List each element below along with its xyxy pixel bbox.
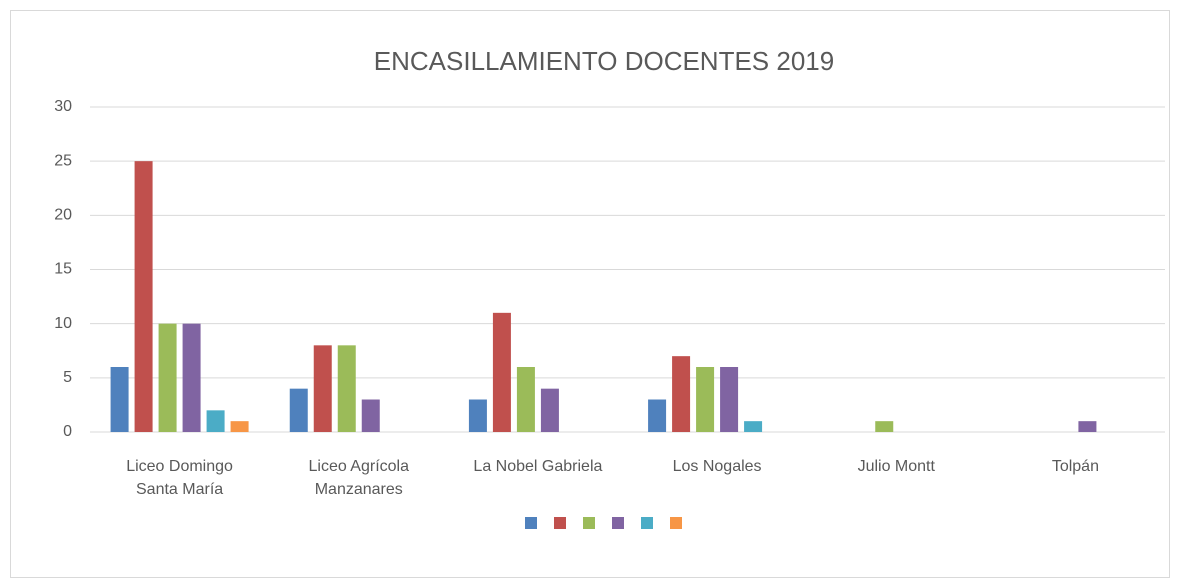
bar: [648, 399, 667, 432]
legend-swatch: [612, 517, 624, 529]
x-tick-label: Los Nogales: [672, 458, 762, 475]
bar: [1078, 421, 1097, 432]
y-tick-label: 10: [54, 315, 72, 332]
chart-title: ENCASILLAMIENTO DOCENTES 2019: [374, 46, 834, 76]
bar: [313, 345, 332, 432]
bar: [361, 399, 380, 432]
bar: [875, 421, 894, 432]
bar: [289, 388, 308, 432]
bar: [230, 421, 249, 432]
bar: [540, 388, 559, 432]
legend-swatch: [670, 517, 682, 529]
bar: [337, 345, 356, 432]
legend-swatch: [641, 517, 653, 529]
bar: [134, 161, 153, 432]
y-tick-label: 25: [54, 152, 72, 169]
legend-swatch: [525, 517, 537, 529]
y-tick-label: 30: [54, 98, 72, 115]
bar: [110, 367, 129, 432]
x-tick-label: Liceo Agrícola Manzanares: [308, 458, 409, 498]
bar: [206, 410, 225, 432]
bar: [516, 367, 535, 432]
y-tick-label: 5: [63, 369, 72, 386]
bar: [744, 421, 763, 432]
chart-border: [10, 10, 1170, 578]
y-tick-label: 20: [54, 207, 72, 224]
bar: [468, 399, 487, 432]
bar: [720, 367, 739, 432]
y-tick-label: 0: [63, 423, 72, 440]
bar: [182, 323, 201, 432]
bar: [672, 356, 691, 432]
x-tick-label: Liceo Domingo Santa María: [126, 458, 233, 498]
legend-swatch: [583, 517, 595, 529]
bar: [696, 367, 715, 432]
x-tick-label: Tolpán: [1051, 458, 1099, 475]
legend-swatch: [554, 517, 566, 529]
y-tick-label: 15: [54, 261, 72, 278]
x-tick-label: Julio Montt: [857, 458, 935, 475]
bar: [158, 323, 177, 432]
bar: [492, 312, 511, 432]
x-tick-label: La Nobel Gabriela: [473, 458, 603, 475]
